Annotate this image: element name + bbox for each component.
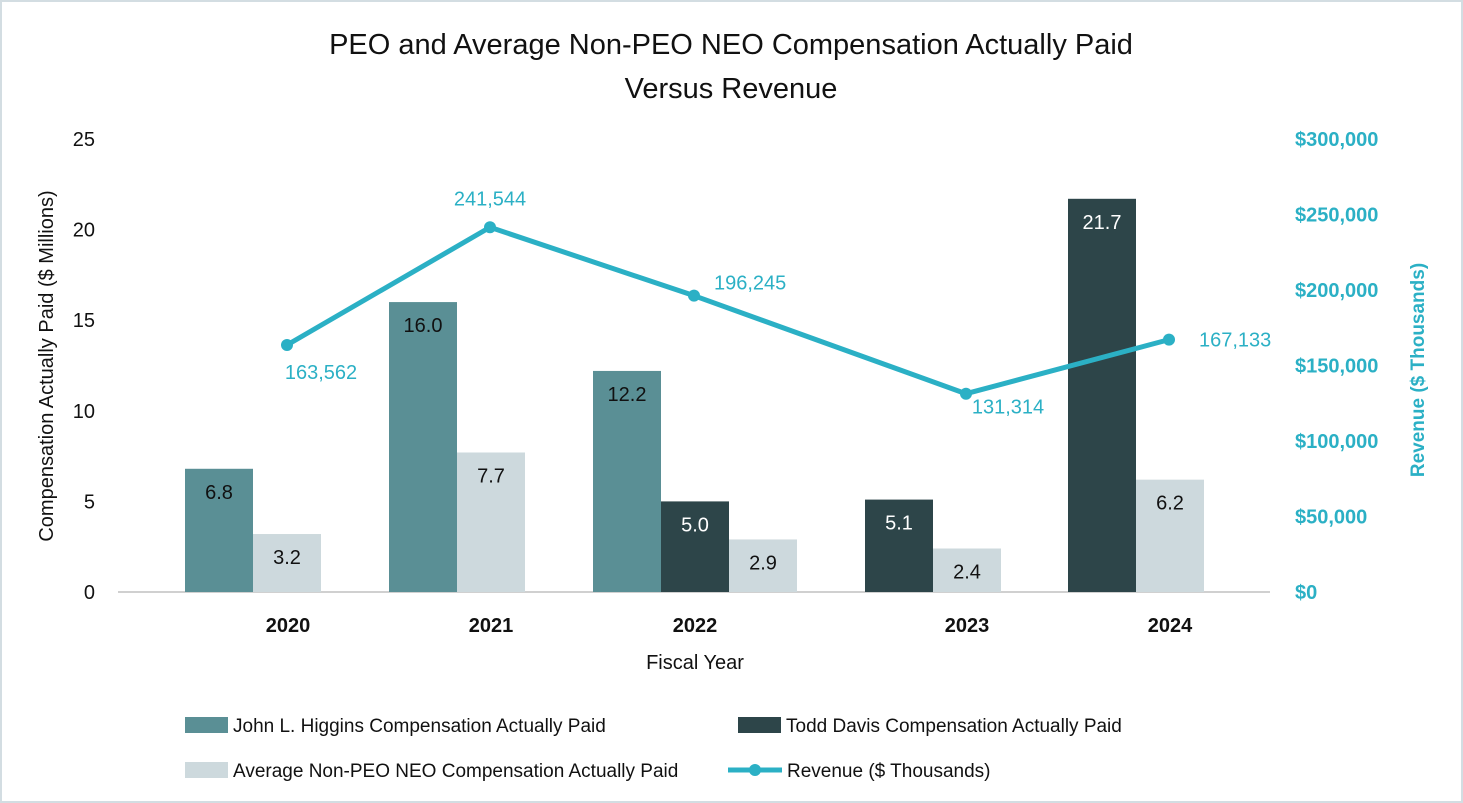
x-tick-label: 2024 (1148, 615, 1193, 637)
y-tick-label: 0 (84, 582, 95, 604)
x-axis-label: Fiscal Year (646, 652, 744, 674)
x-tick-label: 2023 (945, 615, 990, 637)
legend-swatch (185, 717, 228, 733)
revenue-data-label: 163,562 (285, 362, 357, 384)
y2-tick-label: $250,000 (1295, 205, 1378, 227)
bar-data-label: 6.8 (205, 482, 233, 504)
y-tick-label: 5 (84, 491, 95, 513)
y2-tick-label: $300,000 (1295, 129, 1378, 151)
bar-data-label: 7.7 (477, 465, 505, 487)
legend-label: Average Non-PEO NEO Compensation Actuall… (233, 761, 678, 782)
y-tick-label: 10 (73, 401, 95, 423)
bar-data-label: 2.4 (953, 562, 981, 584)
legend-label: Todd Davis Compensation Actually Paid (786, 716, 1122, 737)
y-tick-label: 25 (73, 129, 95, 151)
chart-title-line1: PEO and Average Non-PEO NEO Compensation… (329, 29, 1133, 61)
legend-swatch (738, 717, 781, 733)
bar (1068, 198, 1136, 592)
y2-tick-label: $200,000 (1295, 280, 1378, 302)
x-tick-label: 2022 (673, 615, 718, 637)
legend-label: John L. Higgins Compensation Actually Pa… (233, 716, 606, 737)
bar (593, 370, 661, 592)
bar (865, 499, 933, 592)
bar (729, 539, 797, 592)
chart-title-line2: Versus Revenue (625, 73, 838, 105)
bar (389, 302, 457, 592)
bar (185, 468, 253, 592)
bar-data-label: 5.0 (681, 514, 709, 536)
bar (1136, 479, 1204, 592)
bar (661, 501, 729, 592)
revenue-point (484, 221, 496, 234)
y-tick-label: 20 (73, 220, 95, 242)
revenue-data-label: 131,314 (972, 397, 1044, 419)
bar-data-label: 5.1 (885, 513, 913, 535)
revenue-data-label: 196,245 (714, 273, 786, 295)
y2-tick-label: $0 (1295, 582, 1317, 604)
revenue-point (281, 339, 293, 352)
bar (933, 548, 1001, 592)
y2-axis-label: Revenue ($ Thousands) (1408, 263, 1429, 477)
y-axis-label: Compensation Actually Paid ($ Millions) (36, 190, 58, 541)
bar-data-label: 6.2 (1156, 493, 1184, 515)
revenue-point (1163, 333, 1175, 346)
legend-label: Revenue ($ Thousands) (787, 761, 991, 782)
bar-data-label: 16.0 (404, 315, 443, 337)
bar-data-label: 12.2 (608, 384, 647, 406)
legend-line-marker (749, 764, 761, 776)
y2-tick-label: $150,000 (1295, 356, 1378, 378)
y-tick-label: 15 (73, 310, 95, 332)
revenue-data-label: 167,133 (1199, 330, 1271, 352)
y2-tick-label: $50,000 (1295, 507, 1367, 529)
legend-swatch (185, 762, 228, 778)
revenue-data-label: 241,544 (454, 188, 526, 210)
revenue-point (960, 387, 972, 400)
bar-data-label: 2.9 (749, 552, 777, 574)
bar-data-label: 21.7 (1083, 212, 1122, 234)
x-tick-label: 2021 (469, 615, 514, 637)
bar (253, 534, 321, 592)
bar-data-label: 3.2 (273, 547, 301, 569)
y2-tick-label: $100,000 (1295, 431, 1378, 453)
x-tick-label: 2020 (266, 615, 311, 637)
revenue-point (688, 289, 700, 302)
bar (457, 452, 525, 592)
